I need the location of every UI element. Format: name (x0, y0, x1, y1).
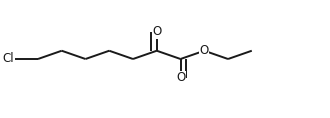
Text: O: O (152, 25, 161, 38)
Text: O: O (176, 71, 185, 84)
Text: O: O (200, 44, 209, 57)
Text: Cl: Cl (2, 53, 14, 65)
